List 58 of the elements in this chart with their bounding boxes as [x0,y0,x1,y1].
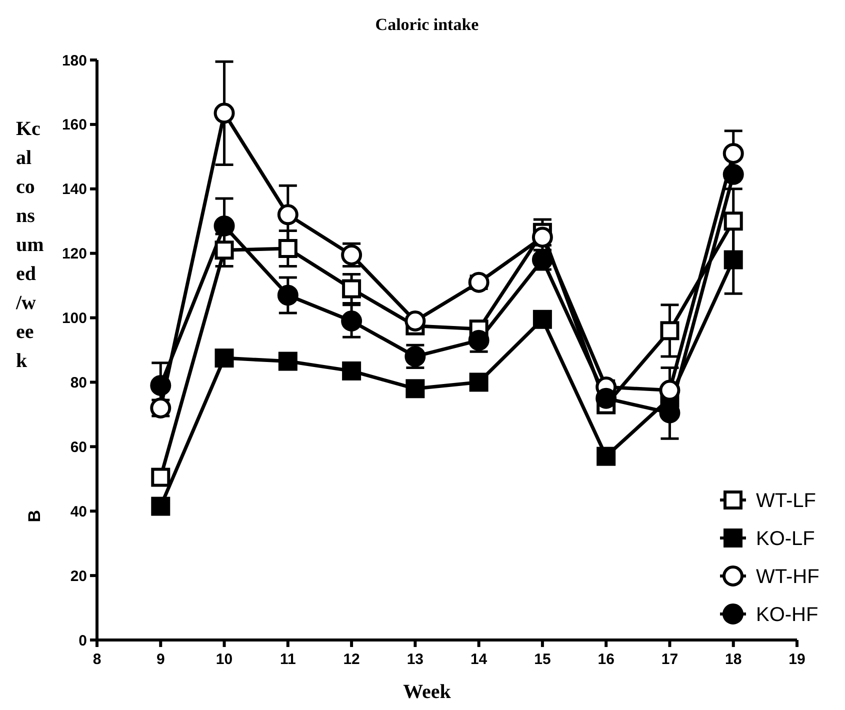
point [214,348,234,368]
point [596,446,616,466]
y-tick-label: 140 [62,181,87,198]
text: Kcal consumed/week [16,118,44,372]
point [151,468,170,487]
x-tick-label: 10 [216,651,233,668]
point [532,226,553,248]
point [660,321,680,340]
point [214,240,234,260]
y-tick-label: 0 [78,632,87,650]
x-axis-title: Week [403,681,452,703]
point [469,372,488,392]
point [532,310,552,329]
legend-label: WT-HF [756,566,820,588]
y-tick-label: 100 [62,310,87,328]
point [406,379,425,398]
legend-label: KO-LF [756,528,815,550]
x-tick-label: 18 [725,651,742,668]
x-tick-label: 11 [280,651,296,668]
point [151,496,170,516]
legend-label: KO-HF [756,604,818,626]
point [214,102,235,124]
y-tick-label: 20 [70,568,87,585]
point [468,330,490,351]
x-tick-label: 17 [661,651,678,668]
y-tick-label: 40 [70,503,87,520]
point [214,215,235,236]
point [277,204,298,226]
y-tick-label: 60 [70,438,87,456]
point [404,310,426,332]
y-tick-label: 120 [62,246,87,263]
x-tick-label: 19 [788,651,806,668]
text: B [25,510,44,522]
x-tick-label: 14 [470,651,488,668]
x-tick-label: 13 [406,651,424,668]
point [596,388,617,409]
point [150,374,172,396]
point [278,352,298,371]
point [722,142,744,164]
point [724,250,743,270]
y-tick-label: 180 [62,52,87,70]
point [724,212,743,231]
y-tick-label: 80 [70,374,87,392]
point [468,272,490,293]
x-tick-label: 8 [92,651,102,668]
y-tick-label: 160 [62,116,87,134]
chart-title: Caloric intake [375,15,480,34]
point [341,310,362,332]
x-tick-label: 15 [534,651,551,668]
x-tick-label: 16 [598,651,614,668]
legend-label: WT-LF [756,490,816,512]
x-tick-label: 12 [343,651,360,668]
point [342,279,362,298]
x-tick-label: 9 [156,651,165,668]
point [277,284,298,306]
point [722,164,744,185]
point [342,361,362,380]
point [278,239,298,258]
